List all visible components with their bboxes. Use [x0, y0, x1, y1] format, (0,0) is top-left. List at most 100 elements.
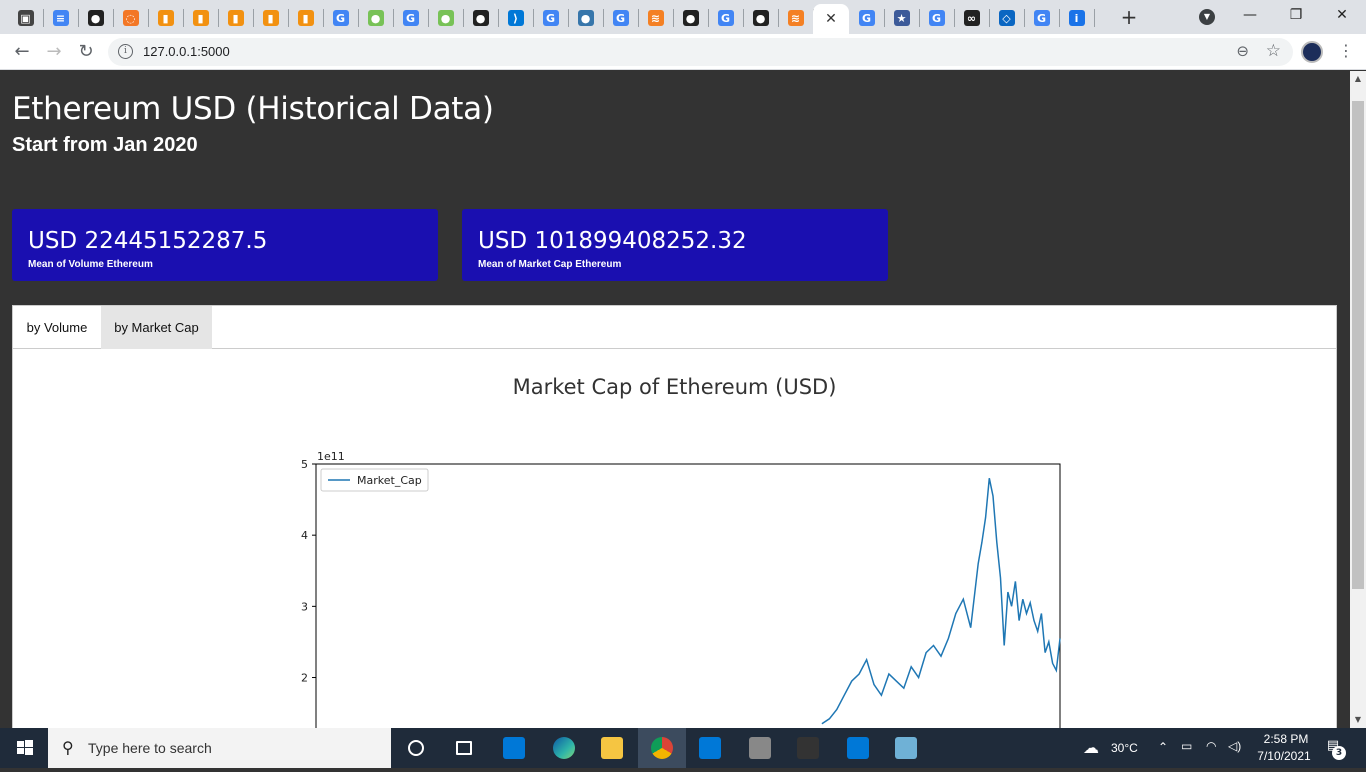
- windows-taskbar: ⚲ Type here to search ☁ 30°C ⌃ ▭ ◠ ◁) 2:…: [0, 728, 1366, 768]
- zoom-icon[interactable]: ⊖: [1236, 42, 1249, 60]
- stackoverflow-icon: ≋: [647, 10, 664, 26]
- cortana-icon: [408, 740, 424, 756]
- taskbar-app[interactable]: [588, 728, 636, 768]
- tab-search-icon[interactable]: ▼: [1199, 9, 1215, 25]
- clock-time[interactable]: 2:58 PM: [1263, 732, 1309, 746]
- tab-by-volume[interactable]: by Volume: [26, 320, 88, 335]
- browser-tab[interactable]: ●: [463, 4, 498, 32]
- profile-avatar[interactable]: [1301, 41, 1323, 63]
- taskbar-app[interactable]: [736, 728, 784, 768]
- browser-tab[interactable]: G: [393, 4, 428, 32]
- browser-tab[interactable]: ◌: [113, 4, 148, 32]
- browser-menu-icon[interactable]: ⋮: [1338, 41, 1354, 60]
- restore-icon[interactable]: ❐: [1289, 7, 1303, 23]
- temperature[interactable]: 30°C: [1111, 741, 1138, 755]
- window-close-icon[interactable]: ✕: [1336, 7, 1348, 23]
- browser-tab[interactable]: i: [1059, 4, 1094, 32]
- taskbar-app[interactable]: [638, 728, 686, 768]
- browser-tab[interactable]: G: [708, 4, 743, 32]
- browser-tab[interactable]: ●: [78, 4, 113, 32]
- taskbar-app[interactable]: [686, 728, 734, 768]
- browser-tab[interactable]: ⟩: [498, 4, 533, 32]
- tray-chevron-icon[interactable]: ⌃: [1158, 740, 1169, 754]
- wifi-icon[interactable]: ◠: [1206, 739, 1217, 753]
- browser-tab[interactable]: ▮: [183, 4, 218, 32]
- taskbar-app[interactable]: [834, 728, 882, 768]
- browser-tab[interactable]: ★: [884, 4, 919, 32]
- legend-label: Market_Cap: [357, 474, 422, 487]
- android-icon: ●: [437, 10, 454, 26]
- browser-tab[interactable]: ▣: [8, 4, 43, 32]
- terminal-icon: [797, 737, 819, 759]
- google-icon: G: [858, 10, 875, 26]
- browser-tab[interactable]: ∞: [954, 4, 989, 32]
- back-icon[interactable]: ←: [14, 41, 30, 62]
- page-scrollbar[interactable]: ▲ ▼: [1350, 71, 1366, 728]
- taskbar-app[interactable]: [540, 728, 588, 768]
- clock-date[interactable]: 7/10/2021: [1257, 749, 1311, 763]
- browser-tab[interactable]: ▮: [148, 4, 183, 32]
- tab-divider: [743, 9, 744, 27]
- tab-divider: [954, 9, 955, 27]
- taskbar-app[interactable]: [882, 728, 930, 768]
- tab-divider: [533, 9, 534, 27]
- notification-center-icon[interactable]: ▤ 3: [1322, 738, 1346, 760]
- browser-tab[interactable]: G: [849, 4, 884, 32]
- battery-icon[interactable]: ▭: [1181, 739, 1193, 753]
- code-icon: ◇: [998, 10, 1015, 26]
- browser-tab[interactable]: G: [919, 4, 954, 32]
- tab-divider: [1059, 9, 1060, 27]
- browser-tab[interactable]: G: [533, 4, 568, 32]
- taskbar-app[interactable]: [392, 728, 440, 768]
- browser-tab[interactable]: G: [323, 4, 358, 32]
- browser-tab[interactable]: ●: [428, 4, 463, 32]
- volume-icon[interactable]: ◁): [1228, 739, 1242, 753]
- tab-divider: [778, 9, 779, 27]
- chart-title: Market Cap of Ethereum (USD): [512, 375, 837, 399]
- card-label: Mean of Market Cap Ethereum: [478, 259, 622, 270]
- image-icon: ▣: [17, 10, 34, 26]
- browser-tab[interactable]: ▮: [288, 4, 323, 32]
- browser-tab-strip: + ▼ — ❐ ✕ ▣ ≡ ● ◌ ▮ ▮ ▮ ▮ ▮ G ● G ● ● ⟩ G ● G ≋ ● G ● ≋ ✕ G ★ G ∞ ◇ G…: [0, 0, 1366, 34]
- tab-by-market-cap[interactable]: by Market Cap: [101, 306, 212, 349]
- tab-close-icon[interactable]: ✕: [825, 11, 837, 27]
- forward-icon[interactable]: →: [46, 41, 62, 62]
- minimize-icon[interactable]: —: [1243, 7, 1257, 23]
- browser-tab[interactable]: ▮: [253, 4, 288, 32]
- info-icon: i: [1068, 10, 1085, 26]
- new-tab-button[interactable]: +: [1120, 5, 1138, 29]
- card-label: Mean of Volume Ethereum: [28, 259, 153, 270]
- tab-divider: [288, 9, 289, 27]
- start-button[interactable]: [0, 728, 48, 768]
- weather-icon[interactable]: ☁: [1083, 740, 1099, 757]
- book-icon: ▮: [192, 10, 209, 26]
- browser-tab[interactable]: ●: [568, 4, 603, 32]
- scroll-down-icon[interactable]: ▼: [1354, 715, 1362, 724]
- reload-icon[interactable]: ↻: [78, 41, 94, 62]
- translate-icon: G: [332, 10, 349, 26]
- address-bar[interactable]: i 127.0.0.1:5000 ⊖ ☆: [108, 38, 1293, 66]
- browser-tab[interactable]: ●: [673, 4, 708, 32]
- browser-tab[interactable]: G: [603, 4, 638, 32]
- star-icon: ★: [893, 10, 910, 26]
- browser-tab[interactable]: G: [1024, 4, 1059, 32]
- browser-tab[interactable]: ▮: [218, 4, 253, 32]
- browser-tab[interactable]: ≡: [43, 4, 78, 32]
- browser-tab[interactable]: ≋: [638, 4, 673, 32]
- browser-tab[interactable]: ●: [743, 4, 778, 32]
- site-info-icon[interactable]: i: [118, 44, 133, 59]
- browser-tab[interactable]: ≋: [778, 4, 813, 32]
- scroll-thumb[interactable]: [1352, 101, 1364, 589]
- page-title: Ethereum USD (Historical Data): [12, 91, 494, 127]
- bookmark-star-icon[interactable]: ☆: [1265, 41, 1281, 61]
- url-text[interactable]: 127.0.0.1:5000: [143, 44, 230, 59]
- taskbar-app[interactable]: [440, 728, 488, 768]
- browser-tab[interactable]: ✕: [813, 4, 849, 34]
- taskbar-search[interactable]: ⚲ Type here to search: [48, 728, 391, 768]
- taskbar-app[interactable]: [490, 728, 538, 768]
- browser-tab[interactable]: ◇: [989, 4, 1024, 32]
- taskbar-app[interactable]: [784, 728, 832, 768]
- chart-tabs: by Volume by Market Cap: [13, 306, 1336, 349]
- scroll-up-icon[interactable]: ▲: [1354, 74, 1362, 83]
- browser-tab[interactable]: ●: [358, 4, 393, 32]
